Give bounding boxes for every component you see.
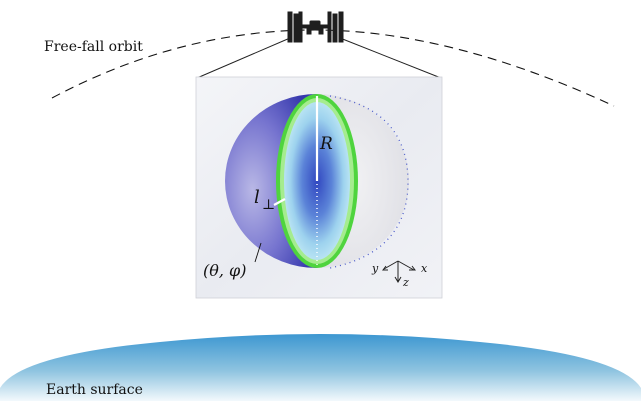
projection-line-left [196, 37, 291, 79]
earth-surface [0, 334, 641, 401]
earth-label: Earth surface [46, 382, 143, 398]
axis-label-y: y [371, 262, 379, 275]
radius-label: R [319, 134, 333, 154]
axis-label-z: z [402, 276, 409, 289]
angles-label: (θ, φ) [203, 261, 247, 280]
axis-label-x: x [421, 262, 428, 275]
satellite-icon [287, 11, 344, 43]
thickness-subscript: ⊥ [262, 197, 275, 213]
thickness-marker [273, 197, 286, 207]
axes-triad-icon [382, 260, 416, 283]
angle-pointer-line [254, 242, 262, 263]
orbit-label: Free-fall orbit [44, 39, 143, 55]
projection-line-right [339, 37, 442, 79]
thickness-label: l [254, 187, 260, 208]
